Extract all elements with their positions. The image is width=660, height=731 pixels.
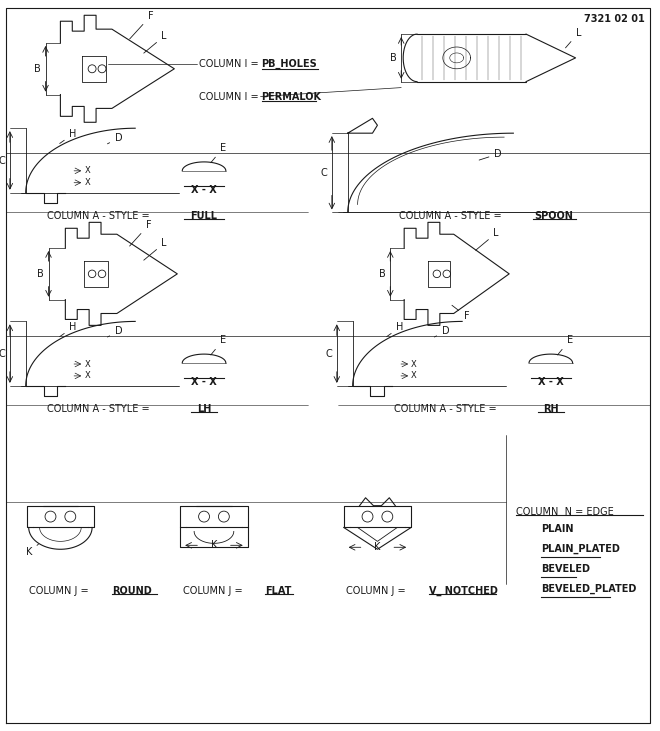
Text: COLUMN J =: COLUMN J = bbox=[29, 586, 92, 596]
Text: E: E bbox=[558, 336, 573, 355]
Text: PB_HOLES: PB_HOLES bbox=[261, 58, 317, 69]
Text: FLAT: FLAT bbox=[265, 586, 292, 596]
Text: LH: LH bbox=[197, 404, 211, 414]
Text: COLUMN J =: COLUMN J = bbox=[346, 586, 409, 596]
Text: K: K bbox=[26, 544, 38, 557]
Text: COLUMN A - STYLE =: COLUMN A - STYLE = bbox=[394, 404, 500, 414]
Text: COLUMN I =: COLUMN I = bbox=[199, 58, 262, 69]
Text: B: B bbox=[390, 53, 397, 63]
Text: K: K bbox=[374, 542, 381, 553]
Text: COLUMN A - STYLE =: COLUMN A - STYLE = bbox=[47, 211, 153, 221]
Text: B: B bbox=[37, 269, 44, 279]
Text: BEVELED: BEVELED bbox=[541, 564, 590, 574]
Text: SPOON: SPOON bbox=[535, 211, 573, 221]
Text: COLUMN J =: COLUMN J = bbox=[183, 586, 246, 596]
Text: L: L bbox=[566, 28, 581, 48]
Text: H: H bbox=[387, 322, 404, 337]
Text: FULL: FULL bbox=[191, 211, 218, 221]
Text: K: K bbox=[211, 540, 217, 550]
Text: H: H bbox=[59, 129, 77, 143]
Text: 7321 02 01: 7321 02 01 bbox=[584, 15, 645, 24]
Text: F: F bbox=[129, 220, 151, 246]
Text: PLAIN: PLAIN bbox=[541, 524, 574, 534]
Text: L: L bbox=[476, 228, 499, 250]
Text: L: L bbox=[144, 31, 167, 53]
Text: E: E bbox=[211, 336, 226, 355]
Text: RH: RH bbox=[543, 404, 558, 414]
Text: L: L bbox=[144, 238, 167, 260]
Text: X: X bbox=[84, 371, 90, 380]
Text: PLAIN_PLATED: PLAIN_PLATED bbox=[541, 544, 620, 554]
Text: D: D bbox=[108, 326, 123, 337]
Text: D: D bbox=[479, 149, 502, 160]
Text: F: F bbox=[452, 306, 469, 322]
Text: X: X bbox=[84, 360, 90, 368]
Text: X - X: X - X bbox=[191, 377, 217, 387]
Text: X: X bbox=[411, 371, 417, 380]
Text: D: D bbox=[108, 133, 123, 144]
Text: C: C bbox=[0, 156, 5, 166]
Text: X: X bbox=[84, 167, 90, 175]
Text: X - X: X - X bbox=[191, 185, 217, 194]
Text: D: D bbox=[434, 326, 449, 337]
Text: COLUMN A - STYLE =: COLUMN A - STYLE = bbox=[47, 404, 153, 414]
Text: B: B bbox=[379, 269, 385, 279]
Text: F: F bbox=[129, 11, 153, 39]
Text: BEVELED_PLATED: BEVELED_PLATED bbox=[541, 584, 636, 594]
Text: COLUMN I =: COLUMN I = bbox=[199, 91, 262, 102]
Text: X: X bbox=[84, 178, 90, 187]
Text: X: X bbox=[411, 360, 417, 368]
Text: E: E bbox=[211, 143, 226, 163]
Text: COLUMN A - STYLE =: COLUMN A - STYLE = bbox=[399, 211, 505, 221]
Text: C: C bbox=[321, 168, 327, 178]
Text: ROUND: ROUND bbox=[112, 586, 152, 596]
Text: B: B bbox=[34, 64, 41, 74]
Text: C: C bbox=[0, 349, 5, 359]
Text: COLUMN  N = EDGE: COLUMN N = EDGE bbox=[516, 507, 614, 517]
Text: V_ NOTCHED: V_ NOTCHED bbox=[429, 586, 498, 596]
Text: PERMALOK: PERMALOK bbox=[261, 91, 321, 102]
Text: H: H bbox=[59, 322, 77, 337]
Text: X - X: X - X bbox=[538, 377, 564, 387]
Text: C: C bbox=[325, 349, 332, 359]
